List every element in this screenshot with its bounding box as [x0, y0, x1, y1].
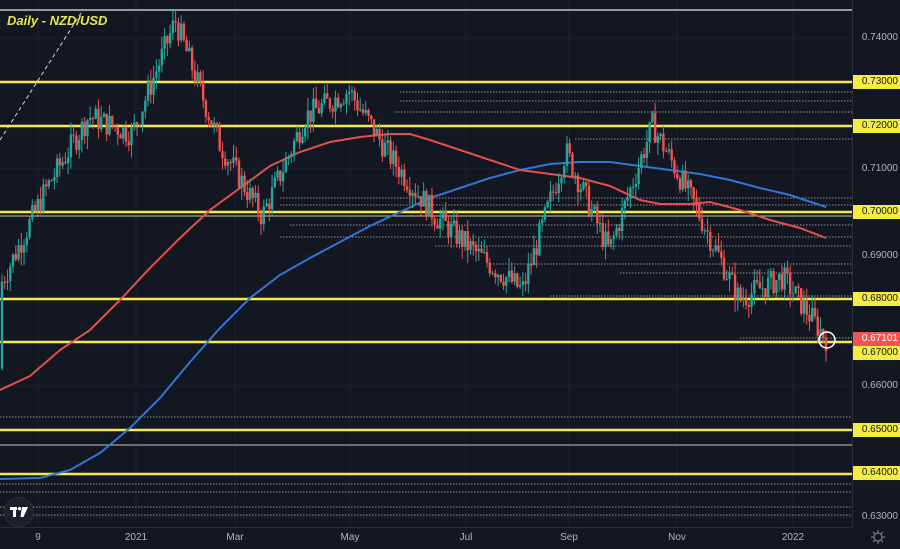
- current-price-marker: [818, 331, 836, 349]
- price-label: 0.66000: [861, 380, 898, 391]
- time-label: 2022: [781, 532, 805, 543]
- price-level-tag: 0.64000: [853, 466, 900, 480]
- price-level-tag: 0.68000: [853, 292, 900, 306]
- price-level-tag: 0.72000: [853, 119, 900, 133]
- moving-average-short: [0, 133, 827, 391]
- price-level-tag: 0.70000: [853, 205, 900, 219]
- current-price-tag: 0.67101: [853, 332, 900, 346]
- price-axis[interactable]: 0.74000 0.73000 0.72000 0.71000 0.70000 …: [852, 0, 900, 527]
- dotted-levels: [0, 91, 852, 516]
- time-label: Nov: [668, 532, 686, 543]
- time-label: Mar: [226, 532, 244, 543]
- time-label: May: [340, 532, 360, 543]
- time-label: Sep: [560, 532, 578, 543]
- price-chart-plot[interactable]: [0, 0, 852, 527]
- time-label: 9: [35, 532, 41, 543]
- time-axis[interactable]: 9 2021 Mar May Jul Sep Nov 2022: [0, 527, 852, 549]
- price-level-tag: 0.67000: [853, 346, 900, 360]
- price-level-tag: 0.73000: [853, 75, 900, 89]
- trend-line: [0, 9, 84, 141]
- price-label: 0.69000: [861, 250, 898, 261]
- price-label: 0.71000: [861, 163, 898, 174]
- candlesticks: [0, 9, 828, 371]
- chart-title: Daily - NZD/USD: [7, 13, 108, 28]
- time-label: 2021: [124, 532, 148, 543]
- gear-icon[interactable]: [870, 529, 886, 545]
- price-label: 0.63000: [861, 511, 898, 522]
- price-label: 0.74000: [861, 32, 898, 43]
- price-level-tag: 0.65000: [853, 423, 900, 437]
- time-label: Jul: [459, 532, 473, 543]
- tradingview-logo-icon[interactable]: [4, 497, 34, 527]
